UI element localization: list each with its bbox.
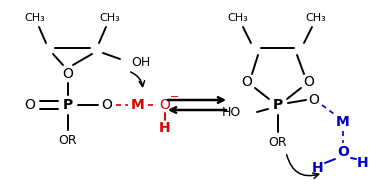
Text: O: O bbox=[337, 145, 349, 159]
Text: O: O bbox=[101, 98, 112, 112]
Text: −: − bbox=[170, 92, 180, 102]
Text: P: P bbox=[273, 98, 283, 112]
Text: OR: OR bbox=[59, 133, 77, 146]
Text: M: M bbox=[336, 115, 350, 129]
Text: OH: OH bbox=[131, 56, 150, 68]
Text: OR: OR bbox=[269, 136, 287, 149]
Text: H: H bbox=[312, 161, 324, 175]
Text: O: O bbox=[242, 75, 253, 89]
Text: CH₃: CH₃ bbox=[25, 13, 45, 23]
Text: H: H bbox=[357, 156, 369, 170]
Text: CH₃: CH₃ bbox=[306, 13, 326, 23]
Text: O: O bbox=[63, 67, 74, 81]
Text: H: H bbox=[159, 121, 171, 135]
Text: O: O bbox=[308, 93, 319, 107]
Text: CH₃: CH₃ bbox=[100, 13, 120, 23]
Text: O: O bbox=[159, 98, 170, 112]
Text: O: O bbox=[25, 98, 35, 112]
Text: CH₃: CH₃ bbox=[228, 13, 248, 23]
Text: M: M bbox=[131, 98, 145, 112]
Text: HO: HO bbox=[222, 105, 241, 119]
Text: P: P bbox=[63, 98, 73, 112]
Text: O: O bbox=[303, 75, 314, 89]
